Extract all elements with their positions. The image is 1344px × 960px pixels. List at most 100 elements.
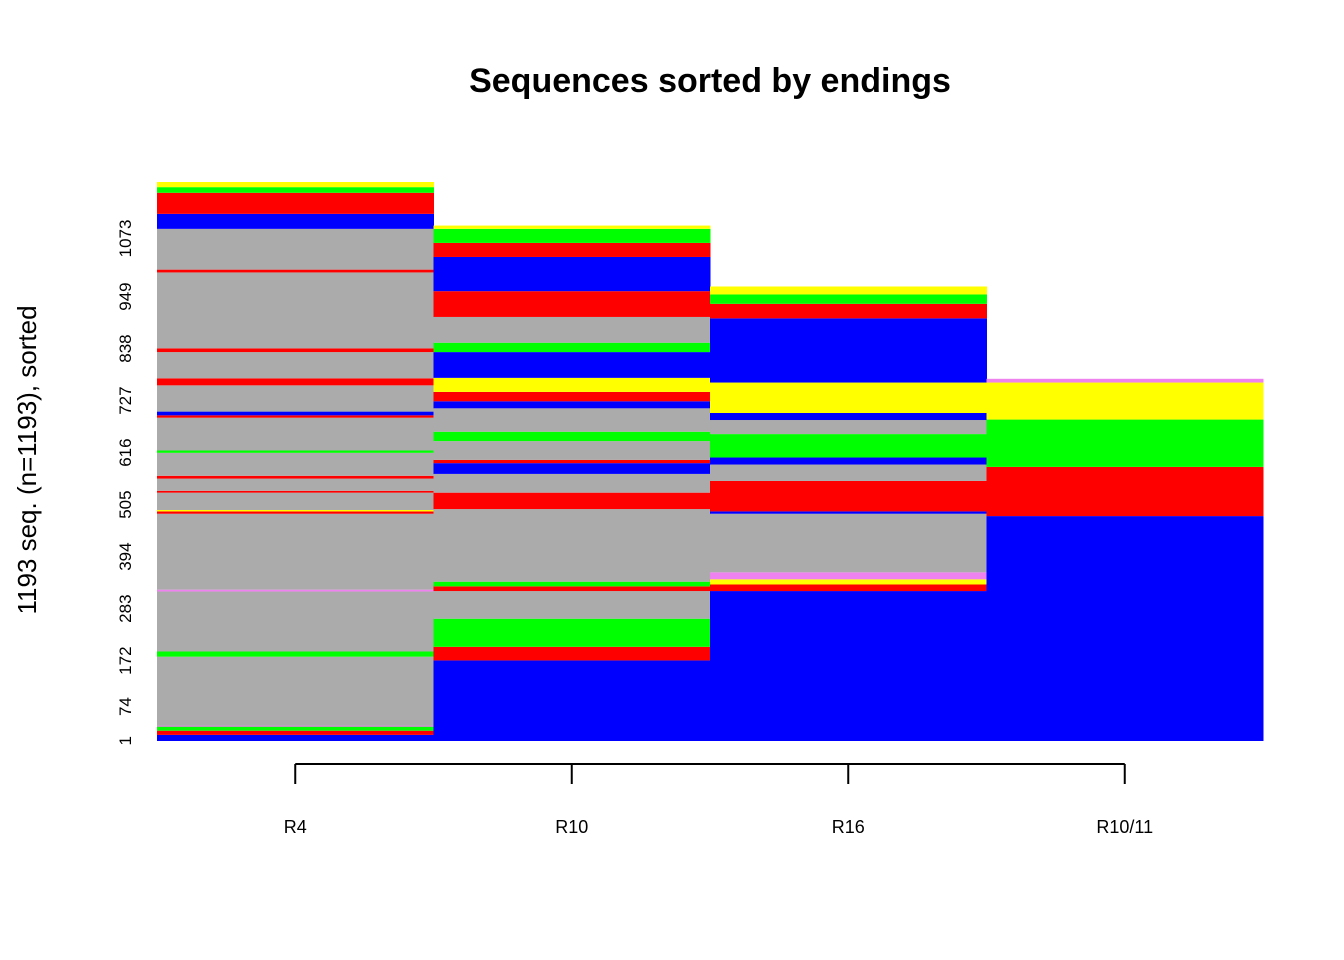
- sequence-segment: [710, 303, 987, 319]
- x-tick-label: R10: [555, 817, 588, 837]
- x-axis: R4 R10 R16 R10/11: [284, 763, 1153, 837]
- sequence-segment: [157, 272, 434, 349]
- sequence-segment: [710, 294, 987, 304]
- sequence-segment: [986, 466, 1264, 517]
- sequence-segment: [710, 420, 987, 435]
- y-tick-label: 838: [116, 334, 135, 362]
- column-r10: [433, 225, 711, 741]
- sequence-segment: [710, 413, 987, 421]
- sequence-segment: [433, 225, 711, 229]
- x-tick-label: R10/11: [1096, 817, 1153, 837]
- sequence-segment: [157, 228, 434, 270]
- sequence-segment: [433, 586, 711, 592]
- y-tick-label: 74: [116, 697, 135, 716]
- sequence-segment: [433, 377, 711, 392]
- sequence-segment: [157, 415, 434, 418]
- sequence-segment: [433, 492, 711, 510]
- sequence-segment: [157, 490, 434, 493]
- y-tick-label: 727: [116, 386, 135, 414]
- sequence-segment: [710, 480, 987, 512]
- y-tick-label: 949: [116, 282, 135, 310]
- sequence-segment: [157, 730, 434, 735]
- sequence-segment: [157, 378, 434, 386]
- sequence-segment: [433, 401, 711, 409]
- sequence-segment: [157, 385, 434, 412]
- sequence-segment: [157, 651, 434, 657]
- y-tick-label: 172: [116, 646, 135, 674]
- y-tick-label: 505: [116, 490, 135, 518]
- sequence-segment: [433, 352, 711, 378]
- sequence-segment: [710, 584, 987, 592]
- y-tick-label: 1: [116, 736, 135, 745]
- sequence-segment: [433, 646, 711, 661]
- sequence-segment: [157, 589, 434, 592]
- sequence-segment: [433, 408, 711, 432]
- chart-title: Sequences sorted by endings: [469, 62, 951, 100]
- y-tick-label: 616: [116, 438, 135, 466]
- sequence-segment: [157, 509, 434, 512]
- sequence-segment: [986, 516, 1264, 741]
- sequence-segment: [710, 457, 987, 465]
- sequence-segment: [433, 441, 711, 460]
- sequence-segment: [157, 725, 434, 731]
- sequence-segment: [157, 725, 434, 727]
- sequence-segment: [433, 431, 711, 442]
- sequence-segment: [433, 291, 711, 317]
- sequence-segment: [710, 572, 987, 580]
- sequence-segment: [157, 452, 434, 476]
- sequence-segment: [157, 182, 434, 188]
- sequence-segment: [157, 492, 434, 510]
- sequence-segment: [433, 463, 711, 474]
- sequence-segment: [710, 286, 987, 295]
- sequence-segment: [157, 269, 434, 273]
- sequence-segment: [710, 464, 987, 481]
- sequence-segment: [157, 411, 434, 416]
- sequence-segment: [986, 378, 1264, 383]
- sequence-segment: [157, 591, 434, 652]
- x-tick-label: R16: [832, 817, 865, 837]
- sequence-segment: [986, 419, 1264, 467]
- sequence-segment: [157, 213, 434, 229]
- sequence-segment: [157, 734, 434, 741]
- sequence-segment: [433, 228, 711, 243]
- sequence-segment: [157, 192, 434, 214]
- sequence-segment: [710, 434, 987, 458]
- sequence-segment: [157, 475, 434, 479]
- sequence-segment: [433, 256, 711, 292]
- y-tick-label: 283: [116, 594, 135, 622]
- sequence-segment: [433, 459, 711, 464]
- sequence-segment: [157, 450, 434, 453]
- sequence-segment: [157, 417, 434, 451]
- sequence-segment: [157, 352, 434, 379]
- sequence-segment: [710, 511, 987, 514]
- sequence-segment: [710, 513, 987, 573]
- y-tick-label: 1073: [116, 220, 135, 258]
- column-r16: [710, 286, 987, 741]
- column-r10-11: [986, 378, 1264, 741]
- sequence-segment: [433, 509, 711, 582]
- sequence-segment: [157, 656, 434, 726]
- sequence-segment: [433, 618, 711, 647]
- y-axis-ticks: 1 74 172 283 394 505 616 727 838 949 1073: [116, 220, 135, 746]
- sequence-segment: [433, 391, 711, 402]
- sequence-segment: [433, 242, 711, 257]
- sequence-segment: [157, 513, 434, 590]
- sequence-segment: [433, 473, 711, 493]
- sequence-segment: [433, 342, 711, 353]
- y-axis-label: 1193 seq. (n=1193), sorted: [12, 305, 42, 614]
- sequence-segment: [433, 581, 711, 587]
- sequence-segment: [710, 579, 987, 585]
- sequence-segment: [433, 316, 711, 343]
- sequence-segment: [157, 478, 434, 491]
- sequence-segment: [710, 591, 987, 741]
- x-tick-label: R4: [284, 817, 307, 837]
- y-tick-label: 394: [116, 542, 135, 570]
- sequence-segment: [157, 511, 434, 514]
- sequence-bars: [157, 182, 1264, 741]
- sequence-segment: [157, 187, 434, 193]
- sequence-segment: [157, 348, 434, 353]
- sequence-segment: [710, 382, 987, 414]
- sequence-segment: [710, 318, 987, 383]
